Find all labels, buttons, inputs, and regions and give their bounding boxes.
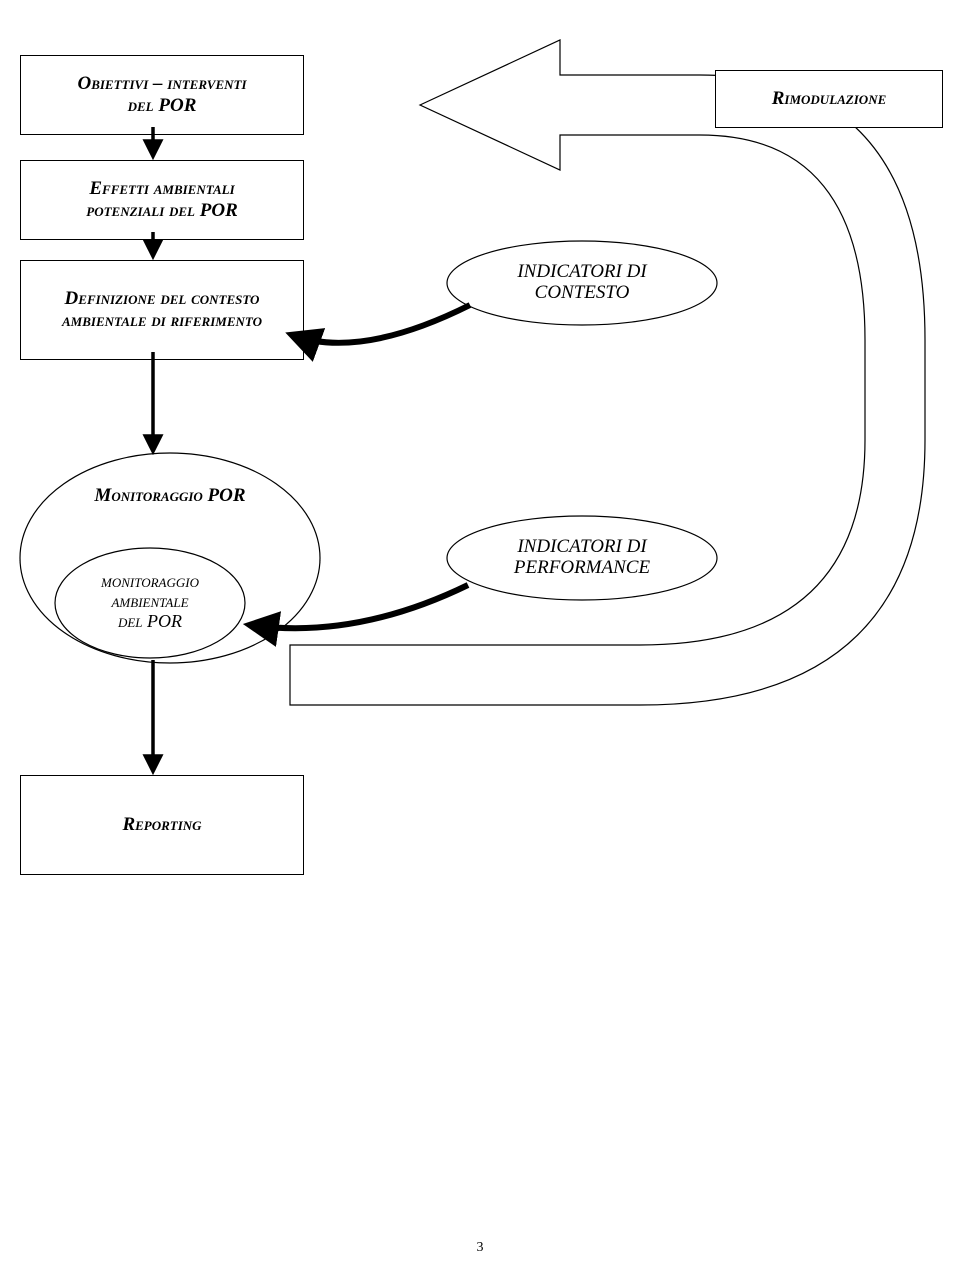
arrow-performance-to-monitoraggio [250, 585, 468, 628]
diagram-page: Obiettivi – interventi del POR Effetti a… [0, 0, 960, 1286]
page-number: 3 [0, 1240, 960, 1256]
arrow-contesto-to-definizione [292, 305, 470, 343]
connectors-layer [0, 0, 960, 1286]
